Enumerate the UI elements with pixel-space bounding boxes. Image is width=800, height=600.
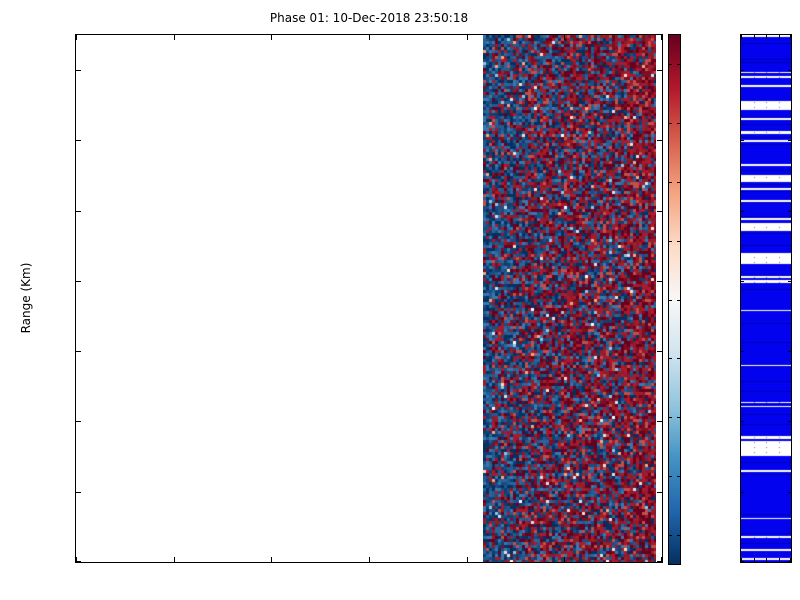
colorbar-tick (677, 417, 680, 418)
side-x-tick (779, 558, 780, 562)
side-x-tick (741, 558, 742, 562)
side-y-tick (788, 140, 791, 141)
colorbar-tick (669, 64, 672, 65)
x-tick (661, 557, 662, 562)
side-panel-axes (740, 34, 792, 563)
colorbar-tick (669, 417, 672, 418)
y-tick (76, 211, 81, 212)
colorbar-tick (677, 182, 680, 183)
colorbar-tick (677, 300, 680, 301)
side-y-tick (741, 351, 744, 352)
colorbar-tick (669, 535, 672, 536)
y-tick (657, 211, 662, 212)
x-tick (661, 35, 662, 40)
side-y-tick (788, 281, 791, 282)
colorbar-tick (677, 241, 680, 242)
main-axes (75, 34, 663, 563)
colorbar-tick (669, 300, 672, 301)
side-y-tick (741, 140, 744, 141)
side-y-tick (741, 70, 744, 71)
colorbar-tick (669, 241, 672, 242)
y-tick (76, 492, 81, 493)
y-tick (657, 561, 662, 562)
y-axis-label: Range (Km) (19, 262, 33, 334)
x-tick (76, 35, 77, 40)
side-y-tick (741, 281, 744, 282)
side-y-tick (788, 421, 791, 422)
y-tick (76, 281, 81, 282)
phase-profile-canvas (741, 35, 791, 562)
side-y-tick (741, 492, 744, 493)
colorbar-tick (677, 64, 680, 65)
y-tick (657, 492, 662, 493)
colorbar-tick (669, 182, 672, 183)
side-y-tick (741, 561, 744, 562)
colorbar-tick (677, 476, 680, 477)
y-tick (657, 421, 662, 422)
x-tick (369, 557, 370, 562)
y-tick (76, 351, 81, 352)
side-x-tick (766, 35, 767, 39)
side-y-tick (788, 211, 791, 212)
side-y-tick (741, 211, 744, 212)
x-tick (76, 557, 77, 562)
y-tick (76, 421, 81, 422)
side-y-tick (788, 351, 791, 352)
x-tick (564, 557, 565, 562)
side-x-tick (790, 35, 791, 39)
colorbar (668, 34, 681, 565)
y-tick (76, 140, 81, 141)
y-tick (657, 140, 662, 141)
side-x-tick (754, 558, 755, 562)
colorbar-tick (677, 358, 680, 359)
y-tick (657, 281, 662, 282)
side-x-tick (779, 35, 780, 39)
plot-title: Phase 01: 10-Dec-2018 23:50:18 (269, 11, 469, 25)
x-tick (174, 557, 175, 562)
x-tick (369, 35, 370, 40)
colorbar-tick (677, 535, 680, 536)
side-y-tick (788, 561, 791, 562)
x-tick (174, 35, 175, 40)
colorbar-tick (669, 476, 672, 477)
x-tick (467, 35, 468, 40)
side-x-tick (754, 35, 755, 39)
side-x-tick (790, 558, 791, 562)
side-y-tick (788, 70, 791, 71)
x-tick (467, 557, 468, 562)
colorbar-tick (669, 358, 672, 359)
side-x-tick (766, 558, 767, 562)
x-tick (564, 35, 565, 40)
y-tick (76, 561, 81, 562)
side-y-tick (788, 492, 791, 493)
y-tick (76, 70, 81, 71)
x-tick (271, 35, 272, 40)
side-y-tick (741, 421, 744, 422)
x-tick (271, 557, 272, 562)
colorbar-gradient (669, 35, 680, 564)
y-tick (657, 70, 662, 71)
phase-heatmap-canvas (483, 35, 656, 562)
colorbar-tick (677, 123, 680, 124)
colorbar-tick (669, 123, 672, 124)
y-tick (657, 351, 662, 352)
side-x-tick (741, 35, 742, 39)
